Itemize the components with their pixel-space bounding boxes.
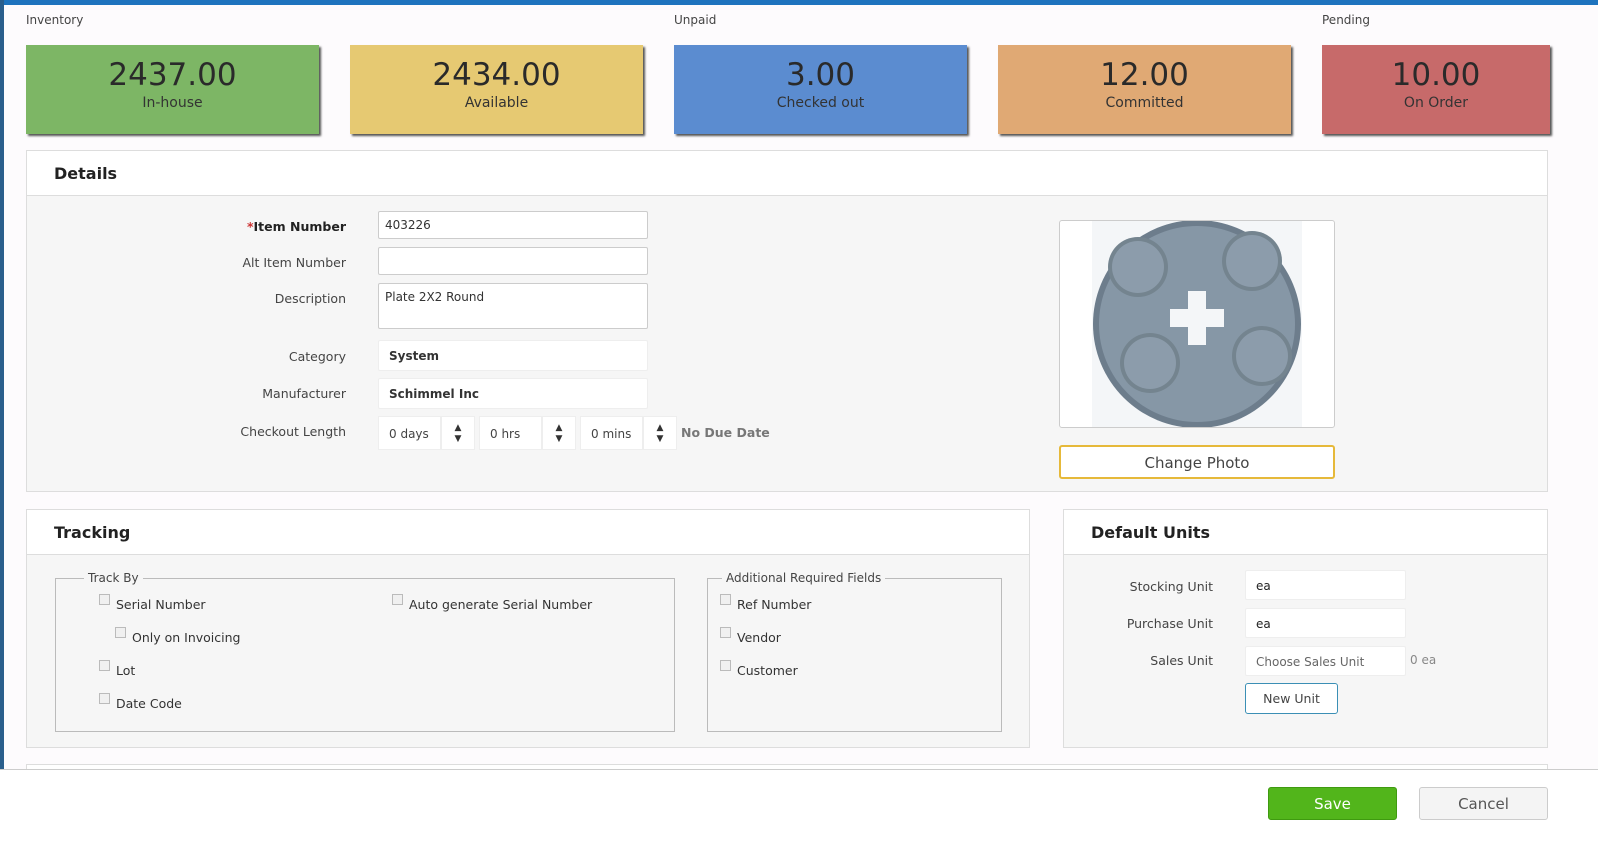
checkbox-icon[interactable] — [720, 660, 731, 671]
category-select[interactable]: System — [378, 340, 648, 371]
sales-unit-qty: 0 ea — [1410, 653, 1437, 667]
checkbox-icon[interactable] — [392, 594, 403, 605]
card-label: Available — [464, 95, 529, 111]
alt-item-label: Alt Item Number — [242, 255, 346, 270]
sales-unit-select[interactable]: Choose Sales Unit — [1245, 646, 1406, 676]
additional-fields-fieldset: Additional Required Fields — [707, 571, 1002, 732]
vendor-checkbox[interactable]: Vendor — [720, 627, 781, 645]
days-spinner-icon[interactable]: ▲ ▼ — [441, 416, 475, 450]
mins-spinner-icon[interactable]: ▲ ▼ — [643, 416, 677, 450]
card-in-house[interactable]: 2437.00 In-house — [26, 45, 319, 134]
tracking-title: Tracking — [27, 510, 1029, 555]
track-by-legend: Track By — [88, 571, 139, 585]
default-units-title: Default Units — [1064, 510, 1547, 555]
item-number-label: *Item Number — [246, 219, 346, 234]
checkbox-icon[interactable] — [99, 660, 110, 671]
purchase-unit-select[interactable]: ea — [1245, 608, 1406, 638]
days-input[interactable]: 0 days — [378, 416, 441, 450]
tracking-panel: Tracking — [26, 509, 1030, 748]
purchase-unit-label: Purchase Unit — [1126, 616, 1213, 631]
date-code-checkbox[interactable]: Date Code — [99, 693, 182, 711]
stocking-unit-label: Stocking Unit — [1129, 579, 1213, 594]
manufacturer-select[interactable]: Schimmel Inc — [378, 378, 648, 409]
serial-number-checkbox[interactable]: Serial Number — [99, 594, 206, 612]
stocking-unit-select[interactable]: ea — [1245, 570, 1406, 600]
category-label: Category — [288, 349, 346, 364]
cancel-button[interactable]: Cancel — [1419, 787, 1548, 820]
group-inventory: Inventory — [26, 13, 84, 27]
group-unpaid: Unpaid — [674, 13, 717, 27]
checkbox-icon[interactable] — [720, 594, 731, 605]
additional-fields-legend: Additional Required Fields — [726, 571, 882, 585]
card-value: 10.00 — [1391, 57, 1481, 93]
sales-unit-label: Sales Unit — [1150, 653, 1213, 668]
item-photo — [1059, 220, 1335, 428]
track-by-fieldset: Track By — [55, 571, 675, 732]
ref-number-checkbox[interactable]: Ref Number — [720, 594, 811, 612]
hrs-spinner-icon[interactable]: ▲ ▼ — [542, 416, 576, 450]
card-committed[interactable]: 12.00 Committed — [998, 45, 1291, 134]
hrs-input[interactable]: 0 hrs — [479, 416, 542, 450]
card-available[interactable]: 2434.00 Available — [350, 45, 643, 134]
checkbox-icon[interactable] — [99, 693, 110, 704]
card-value: 2434.00 — [432, 57, 561, 93]
card-label: Committed — [1105, 95, 1184, 111]
no-due-date: No Due Date — [681, 425, 770, 440]
card-label: In-house — [142, 95, 203, 111]
auto-serial-checkbox[interactable]: Auto generate Serial Number — [392, 594, 592, 612]
save-button[interactable]: Save — [1268, 787, 1397, 820]
manufacturer-label: Manufacturer — [262, 386, 346, 401]
left-edge — [0, 0, 4, 846]
top-bar — [0, 0, 1598, 5]
item-number-input[interactable]: 403226 — [378, 211, 648, 239]
checkbox-icon[interactable] — [720, 627, 731, 638]
only-on-invoicing-checkbox[interactable]: Only on Invoicing — [115, 627, 240, 645]
checkbox-icon[interactable] — [99, 594, 110, 605]
alt-item-input[interactable] — [378, 247, 648, 275]
checkout-length-label: Checkout Length — [240, 424, 346, 439]
details-title: Details — [27, 151, 1547, 196]
card-on-order[interactable]: 10.00 On Order — [1322, 45, 1550, 134]
card-label: On Order — [1403, 95, 1469, 111]
card-value: 2437.00 — [108, 57, 237, 93]
mins-input[interactable]: 0 mins — [580, 416, 643, 450]
group-pending: Pending — [1322, 13, 1370, 27]
description-label: Description — [274, 291, 346, 306]
description-textarea[interactable]: Plate 2X2 Round — [378, 283, 648, 329]
lego-plate-image — [1092, 220, 1302, 428]
lot-checkbox[interactable]: Lot — [99, 660, 135, 678]
checkbox-icon[interactable] — [115, 627, 126, 638]
card-value: 3.00 — [785, 57, 856, 93]
customer-checkbox[interactable]: Customer — [720, 660, 798, 678]
change-photo-button[interactable]: Change Photo — [1059, 445, 1335, 479]
card-label: Checked out — [776, 95, 865, 111]
card-value: 12.00 — [1100, 57, 1189, 93]
card-checked-out[interactable]: 3.00 Checked out — [674, 45, 967, 134]
new-unit-button[interactable]: New Unit — [1245, 683, 1338, 714]
